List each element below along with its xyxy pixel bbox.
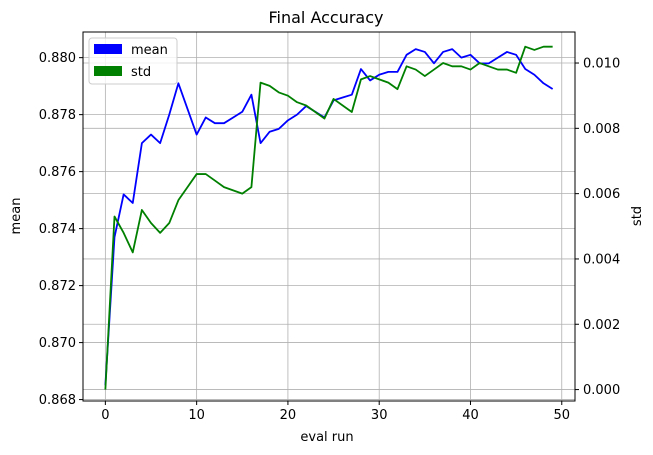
y-tick-label: 0.870 bbox=[39, 336, 76, 351]
y2-tick-label: 0.004 bbox=[583, 252, 620, 267]
y2-tick-label: 0.000 bbox=[583, 383, 620, 398]
y2-tick-label: 0.008 bbox=[583, 122, 620, 137]
x-tick-label: 20 bbox=[280, 408, 297, 423]
series-layer bbox=[104, 45, 554, 390]
y2-tick-label: 0.002 bbox=[583, 318, 620, 333]
x-tick-label: 0 bbox=[101, 408, 109, 423]
y2-tick-label: 0.010 bbox=[583, 57, 620, 72]
y2-tick-label: 0.006 bbox=[583, 187, 620, 202]
y-tick-label: 0.878 bbox=[39, 108, 76, 123]
plot-frame bbox=[82, 31, 576, 402]
legend-swatch-mean bbox=[94, 44, 122, 54]
legend-label-std: std bbox=[131, 65, 151, 80]
legend: mean std bbox=[88, 37, 178, 85]
chart-title: Final Accuracy bbox=[268, 8, 383, 27]
x-axis-label: eval run bbox=[300, 430, 353, 445]
y-tick-label: 0.868 bbox=[39, 393, 76, 408]
y-tick-label: 0.872 bbox=[39, 279, 76, 294]
x-tick-label: 10 bbox=[188, 408, 205, 423]
grid bbox=[83, 32, 575, 401]
series-line-std bbox=[104, 45, 553, 390]
x-tick-label: 40 bbox=[462, 408, 479, 423]
left-y-axis: 0.868 0.870 0.872 0.874 0.876 0.878 0.880 bbox=[39, 51, 83, 408]
y2-axis-label: std bbox=[630, 206, 645, 226]
y-tick-label: 0.876 bbox=[39, 165, 76, 180]
right-y-axis: 0.000 0.002 0.004 0.006 0.008 0.010 bbox=[575, 57, 620, 398]
legend-swatch-std bbox=[94, 66, 122, 76]
x-tick-label: 30 bbox=[371, 408, 388, 423]
y-axis-label: mean bbox=[9, 198, 24, 235]
y-tick-label: 0.874 bbox=[39, 222, 76, 237]
legend-label-mean: mean bbox=[131, 43, 168, 58]
y-tick-label: 0.880 bbox=[39, 51, 76, 66]
x-tick-label: 50 bbox=[553, 408, 570, 423]
x-axis: 0 10 20 30 40 50 bbox=[101, 401, 570, 423]
